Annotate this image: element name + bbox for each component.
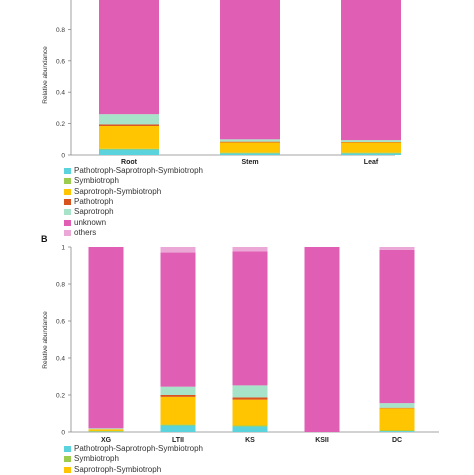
- legend-swatch: [64, 467, 71, 473]
- bar-segment-a-leaf-1: [341, 153, 401, 154]
- bar-segment-a-leaf-5: [341, 0, 401, 140]
- bar-segment-a-root-4: [99, 114, 159, 124]
- bar-segment-b-dc-0: [380, 431, 415, 432]
- legend-swatch: [64, 178, 71, 184]
- bar-segment-b-ks-0: [233, 426, 268, 432]
- y-tick-label-b-0: 0: [61, 430, 65, 437]
- bar-segment-a-root-1: [99, 149, 159, 150]
- bar-segment-b-ltii-0: [161, 426, 196, 432]
- bar-segment-a-root-3: [99, 124, 159, 126]
- bar-segment-b-ksii-5: [305, 247, 340, 432]
- y-tick-label-b-4: 0.8: [56, 282, 65, 289]
- legend-panel-b: Pathotroph-Saprotroph-Symbiotroph Symbiot…: [64, 444, 203, 475]
- legend-swatch: [64, 199, 71, 205]
- legend-panel-a: Pathotroph-Saprotroph-Symbiotroph Symbiot…: [64, 166, 203, 238]
- bar-segment-a-root-5: [99, 0, 159, 114]
- bar-segment-a-leaf-4: [341, 140, 401, 142]
- x-tick-label-b-0: XG: [101, 437, 112, 444]
- bar-segment-a-stem-5: [220, 0, 280, 139]
- legend-label: Saprotroph: [74, 208, 114, 216]
- legend-item: Pathotroph: [64, 197, 203, 207]
- bar-segment-a-stem-0: [220, 153, 280, 155]
- legend-item: unknown: [64, 217, 203, 227]
- legend-item: Saprotroph-Symbiotroph: [64, 465, 203, 475]
- legend-item: Symbiotroph: [64, 454, 203, 464]
- legend-item: others: [64, 228, 203, 238]
- legend-swatch: [64, 220, 71, 226]
- y-axis-label-a: Relative abundance: [42, 46, 49, 104]
- panel-label-b: B: [41, 234, 48, 244]
- legend-swatch: [64, 446, 71, 452]
- y-axis-label-b: Relative abundance: [42, 311, 49, 369]
- legend-label: Symbiotroph: [74, 455, 119, 463]
- legend-item: Symbiotroph: [64, 176, 203, 186]
- bar-segment-b-dc-3: [380, 408, 415, 409]
- bar-segment-a-leaf-0: [341, 153, 401, 155]
- bar-segment-b-ks-3: [233, 397, 268, 399]
- legend-swatch: [64, 209, 71, 215]
- bar-segment-b-dc-4: [380, 403, 415, 408]
- legend-label: Pathotroph-Saprotroph-Symbiotroph: [74, 167, 203, 175]
- bar-segment-a-stem-4: [220, 139, 280, 141]
- bar-segment-b-ltii-1: [161, 425, 196, 426]
- x-tick-label-b-2: KS: [245, 437, 255, 444]
- bar-segment-b-ks-6: [233, 247, 268, 251]
- bar-segment-b-dc-2: [380, 408, 415, 430]
- bar-segment-b-xg-4: [89, 428, 124, 429]
- bar-segment-a-root-2: [99, 126, 159, 149]
- bar-segment-b-ks-2: [233, 400, 268, 426]
- x-tick-label-a-1: Stem: [241, 159, 258, 166]
- y-tick-label-a-2: 0.4: [56, 90, 65, 97]
- legend-label: unknown: [74, 219, 106, 227]
- legend-item: Saprotroph: [64, 207, 203, 217]
- bar-segment-b-xg-2: [89, 429, 124, 431]
- bar-segment-b-dc-1: [380, 431, 415, 432]
- x-tick-label-a-2: Leaf: [364, 159, 379, 166]
- x-tick-label-b-1: LTII: [172, 437, 184, 444]
- bar-segment-b-xg-1: [89, 431, 124, 432]
- bar-segment-b-ks-5: [233, 251, 268, 385]
- bar-segment-b-ltii-4: [161, 387, 196, 395]
- bar-segment-b-ltii-6: [161, 247, 196, 253]
- x-tick-label-b-4: DC: [392, 437, 402, 444]
- bar-segment-a-root-0: [99, 150, 159, 155]
- x-tick-label-a-0: Root: [121, 159, 138, 166]
- bar-segment-b-dc-5: [380, 250, 415, 403]
- legend-item: Pathotroph-Saprotroph-Symbiotroph: [64, 166, 203, 176]
- legend-label: others: [74, 229, 96, 237]
- bar-segment-a-leaf-2: [341, 142, 401, 152]
- legend-label: Saprotroph-Symbiotroph: [74, 188, 161, 196]
- y-tick-label-b-3: 0.6: [56, 319, 65, 326]
- y-tick-label-a-1: 0.2: [56, 121, 65, 128]
- legend-label: Pathotroph-Saprotroph-Symbiotroph: [74, 445, 203, 453]
- legend-label: Saprotroph-Symbiotroph: [74, 466, 161, 474]
- bar-segment-b-xg-5: [89, 247, 124, 428]
- bar-segment-b-ltii-5: [161, 253, 196, 387]
- bar-segment-b-ks-1: [233, 426, 268, 427]
- y-tick-label-b-1: 0.2: [56, 393, 65, 400]
- legend-swatch: [64, 456, 71, 462]
- x-tick-label-b-3: KSII: [315, 437, 329, 444]
- legend-item: Saprotroph-Symbiotroph: [64, 187, 203, 197]
- bar-segment-b-dc-6: [380, 247, 415, 250]
- bar-segment-b-ltii-2: [161, 397, 196, 425]
- legend-swatch: [64, 168, 71, 174]
- bar-segment-a-stem-3: [220, 142, 280, 143]
- legend-label: Pathotroph: [74, 198, 113, 206]
- bar-segment-b-ks-4: [233, 385, 268, 397]
- bar-segment-a-stem-2: [220, 142, 280, 152]
- y-tick-label-a-3: 0.6: [56, 58, 65, 65]
- y-tick-label-a-0: 0: [61, 153, 65, 160]
- y-tick-label-b-5: 1: [61, 245, 65, 252]
- bar-segment-a-stem-1: [220, 153, 280, 154]
- legend-swatch: [64, 189, 71, 195]
- legend-swatch: [64, 230, 71, 236]
- legend-label: Symbiotroph: [74, 177, 119, 185]
- y-tick-label-a-4: 0.8: [56, 27, 65, 34]
- y-tick-label-b-2: 0.4: [56, 356, 65, 363]
- legend-item: Pathotroph-Saprotroph-Symbiotroph: [64, 444, 203, 454]
- bar-segment-b-ltii-3: [161, 395, 196, 397]
